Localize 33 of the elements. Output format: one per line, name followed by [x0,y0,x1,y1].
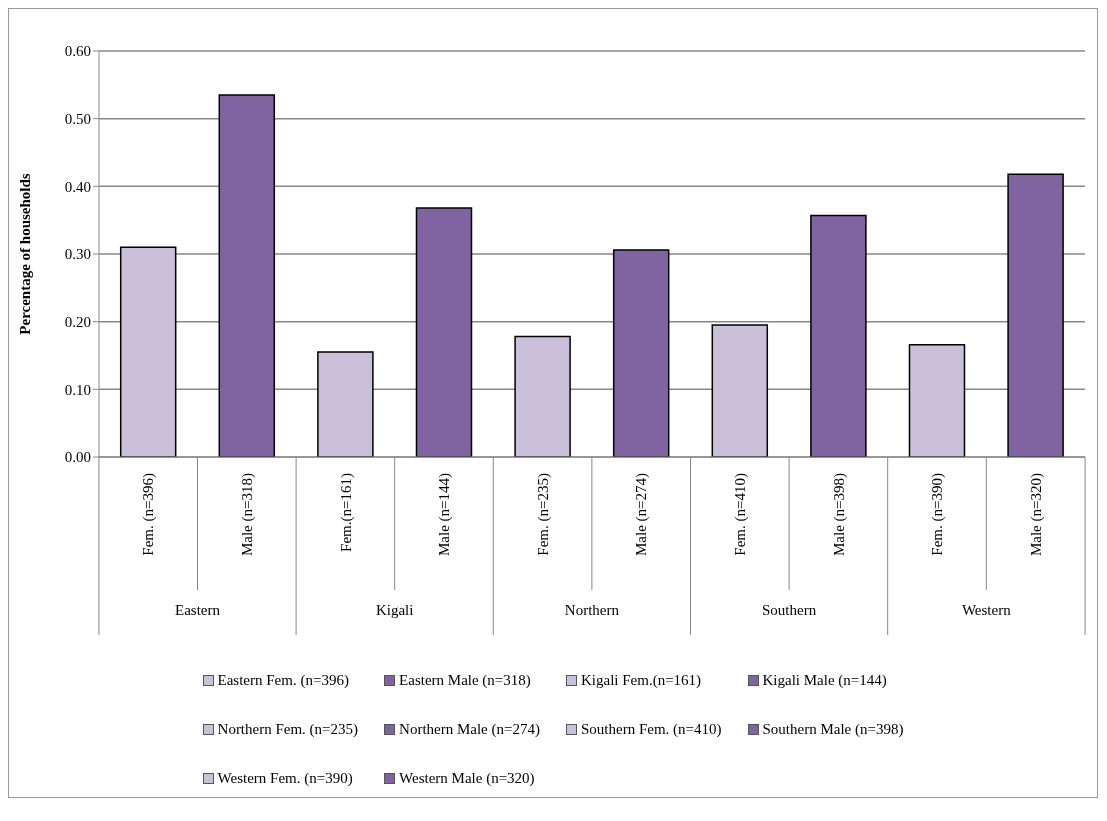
legend-label: Northern Male (n=274) [399,721,540,738]
text: Eastern [175,602,221,618]
x-tick-label: Fem. (n=390) [929,473,947,556]
y-axis-title: Percentage of households [17,173,34,335]
legend-label: Kigali Fem.(n=161) [580,672,702,689]
x-tick-label: Male (n=144) [436,473,454,557]
legend-label: Western Fem. (n=390) [217,770,353,787]
x-tick-label: Male (n=398) [830,473,848,557]
legend-label: Northern Fem. (n=235) [217,721,359,738]
y-tick-label: 0.40 [64,178,91,195]
x-tick-label: Fem. (n=396) [140,473,158,556]
legend-label: Western Male (n=320) [399,770,535,787]
text: Kigali [375,602,414,618]
y-tick-label: 0.20 [64,313,91,330]
x-tick-label: Fem. (n=410) [731,473,749,556]
x-tick-label: Male (n=320) [1027,473,1045,557]
y-tick-label: 0.60 [64,43,91,60]
legend-label: Southern Fem. (n=410) [580,721,722,738]
y-tick-label: 0.50 [64,110,91,127]
x-tick-label: Male (n=318) [238,473,256,557]
x-tick-label: Fem.(n=161) [337,473,355,552]
y-tick-label: 0.00 [64,449,91,466]
legend-label: Southern Male (n=398) [762,721,904,738]
text: Western [961,602,1012,618]
text: Northern [564,602,620,618]
legend-label: Eastern Male (n=318) [399,672,531,689]
x-tick-label: Male (n=274) [633,473,651,557]
x-tick-label: Fem. (n=235) [534,473,552,556]
legend-label: Eastern Fem. (n=396) [217,672,349,689]
text: Southern [762,602,817,618]
legend-label: Kigali Male (n=144) [762,672,887,689]
y-tick-label: 0.30 [64,246,91,263]
y-tick-label: 0.10 [64,381,91,398]
